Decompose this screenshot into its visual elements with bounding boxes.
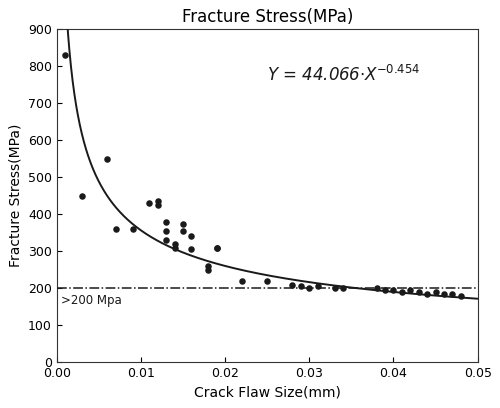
Point	[423, 290, 431, 297]
Point	[204, 266, 212, 273]
Text: Y = 44.066$\cdot$X$^{-0.454}$: Y = 44.066$\cdot$X$^{-0.454}$	[267, 65, 420, 85]
Point	[78, 193, 86, 199]
Point	[112, 226, 120, 232]
Point	[154, 202, 162, 208]
Point	[238, 277, 246, 284]
Point	[263, 277, 271, 284]
Point	[212, 244, 220, 251]
Point	[162, 218, 170, 225]
Point	[179, 220, 187, 227]
Point	[314, 283, 322, 290]
Point	[162, 228, 170, 234]
Point	[288, 281, 296, 288]
Point	[432, 289, 440, 295]
Point	[179, 228, 187, 234]
Point	[146, 200, 154, 206]
Point	[406, 287, 414, 293]
Y-axis label: Fracture Stress(MPa): Fracture Stress(MPa)	[8, 124, 22, 268]
Point	[339, 285, 347, 292]
Point	[297, 283, 305, 290]
Point	[390, 287, 398, 293]
Point	[306, 285, 314, 292]
Point	[104, 155, 112, 162]
Point	[188, 233, 196, 240]
Point	[162, 237, 170, 244]
Point	[381, 287, 389, 293]
X-axis label: Crack Flaw Size(mm): Crack Flaw Size(mm)	[194, 386, 340, 400]
Point	[372, 285, 380, 292]
Point	[440, 290, 448, 297]
Point	[212, 244, 220, 251]
Point	[188, 246, 196, 253]
Point	[448, 290, 456, 297]
Text: >200 Mpa: >200 Mpa	[61, 294, 122, 307]
Point	[398, 289, 406, 295]
Point	[154, 198, 162, 204]
Point	[61, 52, 69, 58]
Point	[330, 285, 338, 292]
Point	[204, 263, 212, 269]
Point	[457, 293, 465, 299]
Point	[128, 226, 136, 232]
Title: Fracture Stress(MPa): Fracture Stress(MPa)	[182, 8, 353, 27]
Point	[170, 244, 178, 251]
Point	[170, 241, 178, 247]
Point	[414, 289, 422, 295]
